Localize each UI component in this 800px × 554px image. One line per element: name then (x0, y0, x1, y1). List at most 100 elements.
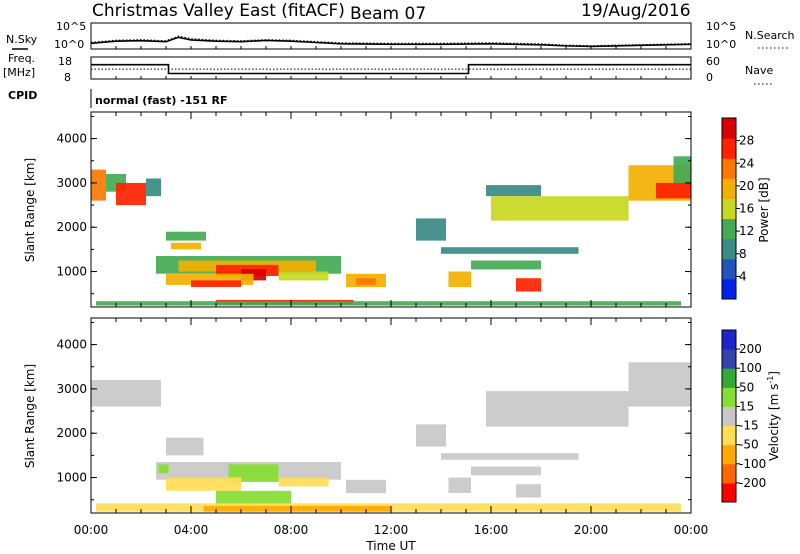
noise-tick-left-top: 10^5 (56, 20, 86, 33)
vel-cb-tick-label: -50 (739, 438, 759, 452)
beam-label: Beam 07 (350, 4, 426, 24)
velocity-ylabel: Slant Range [km] (23, 364, 37, 468)
ytick-label: 4000 (56, 132, 87, 146)
ytick-label: 1000 (56, 471, 87, 485)
scatter-region-17 (628, 362, 691, 407)
power-colorbar-swatch-3 (722, 218, 736, 240)
velocity-yaxis: 1000 2000 3000 4000 (56, 321, 691, 501)
xtick-label: 12:00 (374, 523, 409, 537)
power-colorbar: 4 8 12 16 20 24 28 (721, 117, 754, 300)
xtick-label: 04:00 (174, 523, 209, 537)
velocity-colorbar-swatch-7 (722, 349, 736, 369)
power-colorbar-swatch-6 (722, 158, 736, 179)
noise-tick-left-bottom: 10^0 (54, 38, 84, 51)
scatter-region-18 (441, 247, 579, 254)
power-cb-tick-label: 4 (739, 269, 747, 283)
scatter-region-26 (673, 156, 691, 183)
scatter-region-7 (216, 490, 291, 505)
scatter-region-23 (491, 196, 629, 221)
vel-cb-tick-label: 15 (739, 399, 754, 413)
scatter-region-19 (448, 271, 471, 287)
scatter-region-22 (486, 185, 541, 197)
velocity-data (91, 362, 691, 512)
power-colorbar-swatch-2 (722, 238, 736, 260)
scatter-region-0 (91, 380, 161, 407)
velocity-colorbar-swatch-3 (722, 425, 736, 446)
freq-tick-top: 18 (58, 55, 72, 68)
xtick-label: 00:00 (674, 523, 709, 537)
velocity-colorbar-swatch-2 (722, 444, 736, 465)
vel-cb-tick-label: 200 (739, 342, 762, 356)
power-colorbar-swatch-7 (722, 138, 736, 159)
velocity-colorbar-swatch-0 (722, 482, 736, 503)
xtick-label: 16:00 (474, 523, 509, 537)
vel-cb-tick-label: -200 (739, 476, 766, 490)
time-axis: 00:00 04:00 08:00 12:00 16:00 20:00 00:00 (74, 46, 709, 537)
nave-label: Nave (745, 64, 773, 77)
freq-lines (91, 63, 691, 75)
scatter-region-25 (656, 182, 691, 199)
scatter-region-8 (346, 479, 386, 494)
date-label: 19/Aug/2016 (581, 1, 691, 21)
velocity-colorbar-swatch-5 (722, 387, 736, 407)
scatter-region-0 (91, 169, 106, 201)
scatter-region-1 (166, 437, 204, 456)
velocity-colorbar: -200 -100 -50 -15 15 50 100 200 (721, 329, 766, 503)
vel-cb-tick-label: -100 (739, 457, 766, 471)
scatter-region-17 (416, 218, 446, 241)
scatter-region-6 (278, 477, 329, 487)
scatter-region-13 (448, 477, 471, 493)
ytick-label: 3000 (56, 176, 87, 190)
scatter-region-14 (471, 466, 541, 476)
xtick-label: 20:00 (574, 523, 609, 537)
velocity-colorbar-label: Velocity [m s-1] (766, 371, 781, 461)
velocity-colorbar-frame (721, 329, 737, 503)
power-cb-tick-label: 28 (739, 134, 754, 148)
power-cb-tick-label: 20 (739, 179, 754, 193)
freq-label-line1: Freq. (8, 52, 35, 65)
scatter-region-12 (441, 453, 579, 460)
scatter-region-16 (486, 391, 629, 427)
power-colorbar-swatch-5 (722, 178, 736, 199)
xtick-label: 00:00 (74, 523, 109, 537)
nsky-series (90, 36, 692, 48)
power-cb-tick-label: 24 (739, 156, 754, 170)
power-data (91, 156, 691, 306)
scatter-region-12 (278, 271, 329, 281)
scatter-region-21 (516, 278, 541, 292)
ytick-label: 1000 (56, 265, 87, 279)
xlabel: Time UT (365, 539, 416, 553)
nsky-label: N.Sky (6, 33, 38, 46)
frequency-series (91, 63, 691, 75)
power-cb-tick-label: 8 (739, 247, 747, 261)
freq-tick-bottom: 8 (64, 71, 71, 84)
power-colorbar-label: Power [dB] (757, 177, 771, 242)
nsearch-label: N.Search (745, 29, 795, 42)
scatter-region-2 (116, 182, 146, 206)
power-yaxis: 1000 2000 3000 4000 (56, 115, 691, 295)
cpid-text: normal (fast) -151 RF (95, 94, 228, 107)
scatter-region-20 (471, 260, 541, 270)
ytick-label: 3000 (56, 382, 87, 396)
scatter-region-11 (191, 280, 241, 287)
scatter-region-14 (356, 278, 376, 285)
nsearch-series (90, 35, 692, 47)
ytick-label: 2000 (56, 220, 87, 234)
velocity-colorbar-swatch-8 (722, 330, 736, 350)
scatter-region-4 (158, 464, 169, 474)
power-colorbar-swatch-4 (722, 198, 736, 220)
scatter-region-5 (171, 242, 201, 250)
ytick-label: 2000 (56, 426, 87, 440)
xtick-label: 08:00 (274, 523, 309, 537)
scatter-region-3 (146, 178, 161, 197)
velocity-colorbar-swatch-4 (722, 406, 736, 427)
scatter-region-4 (166, 231, 206, 241)
vel-cb-tick-label: 50 (739, 380, 754, 394)
vel-cb-tick-label: 100 (739, 361, 762, 375)
scatter-region-16 (96, 301, 681, 306)
scatter-region-5 (166, 477, 241, 491)
power-cb-tick-label: 16 (739, 202, 754, 216)
power-colorbar-swatch-0 (722, 278, 736, 300)
velocity-colorbar-swatch-1 (722, 463, 736, 484)
